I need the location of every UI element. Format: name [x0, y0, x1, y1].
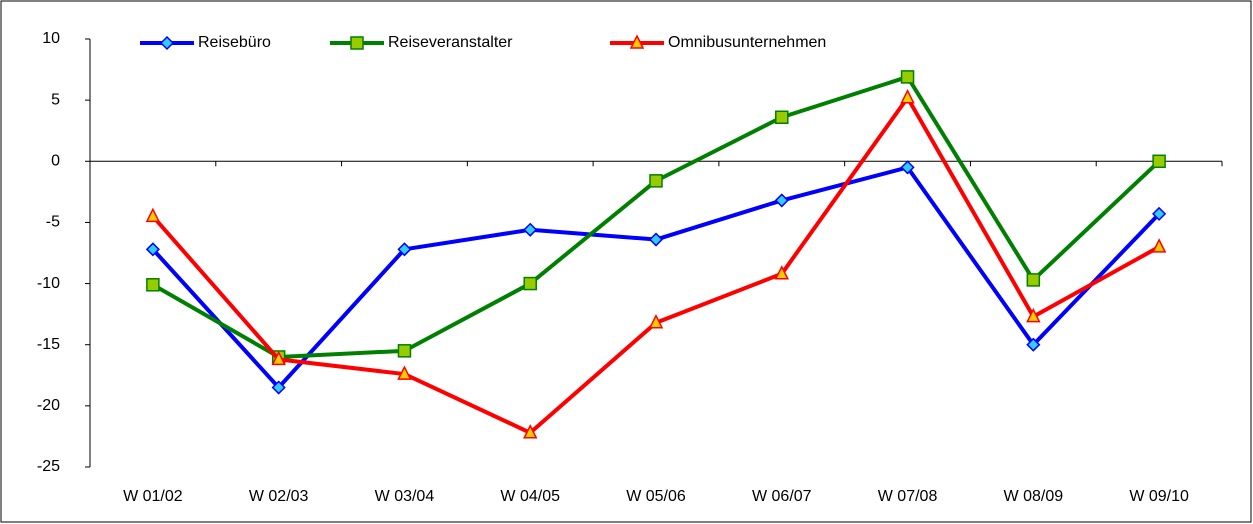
- marker: [775, 110, 789, 125]
- legend-label: Omnibusunternehmen: [668, 34, 826, 51]
- marker: [1026, 337, 1041, 352]
- legend-marker: [629, 34, 645, 49]
- marker: [1151, 238, 1167, 253]
- marker: [900, 89, 915, 104]
- marker: [900, 160, 915, 175]
- legend-label: Reisebüro: [198, 34, 271, 51]
- legend-label: Reiseveranstalter: [388, 34, 513, 51]
- x-tick-label: W 05/06: [626, 488, 686, 505]
- marker: [523, 424, 538, 439]
- y-tick-label: 10: [42, 30, 60, 47]
- marker: [397, 365, 412, 380]
- marker: [1026, 273, 1041, 287]
- x-tick-label: W 08/09: [1004, 488, 1064, 505]
- x-tick-label: W 01/02: [123, 488, 183, 505]
- y-tick-label: -5: [46, 214, 60, 231]
- marker: [649, 174, 663, 188]
- y-tick-label: -10: [37, 275, 60, 292]
- marker: [271, 350, 286, 366]
- marker: [146, 278, 160, 292]
- marker: [271, 380, 286, 395]
- marker: [523, 276, 537, 291]
- marker: [1026, 307, 1041, 323]
- marker: [1152, 154, 1166, 169]
- x-tick-label: W 06/07: [752, 488, 812, 505]
- y-tick-label: 0: [51, 153, 60, 170]
- marker: [774, 193, 789, 208]
- marker: [397, 344, 412, 358]
- x-tick-label: W 02/03: [249, 488, 309, 505]
- y-tick-label: -25: [37, 458, 60, 475]
- y-tick-label: -15: [37, 336, 60, 353]
- marker: [145, 242, 160, 257]
- x-tick-label: W 07/08: [878, 488, 938, 505]
- marker: [523, 222, 538, 237]
- marker: [900, 70, 915, 84]
- marker: [397, 242, 412, 257]
- marker: [145, 207, 161, 223]
- marker: [648, 232, 664, 247]
- marker: [774, 265, 789, 280]
- x-tick-label: W 04/05: [500, 488, 560, 505]
- legend-marker: [350, 36, 364, 50]
- marker: [648, 314, 664, 329]
- x-tick-label: W 09/10: [1129, 488, 1189, 505]
- x-tick-label: W 03/04: [375, 488, 435, 505]
- y-tick-label: -20: [37, 397, 60, 414]
- legend-marker: [159, 35, 175, 51]
- marker: [1152, 206, 1167, 221]
- y-tick-label: 5: [51, 91, 60, 108]
